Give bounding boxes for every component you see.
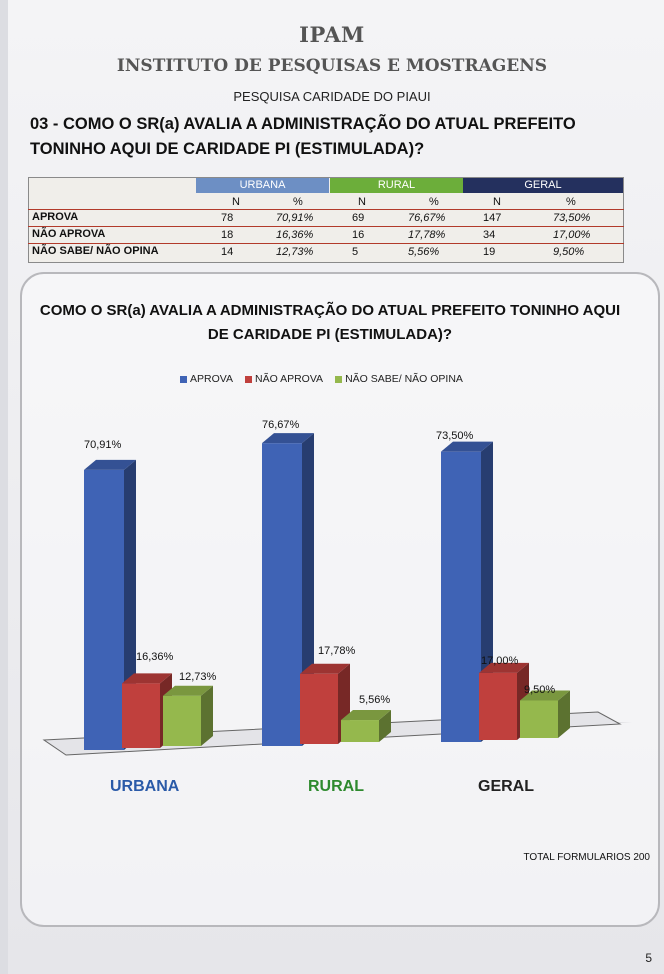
row-label-aprova: APROVA (32, 211, 79, 223)
table-cell: 76,67% (408, 212, 446, 224)
table-cell: 5 (352, 246, 359, 258)
chart-frame (20, 272, 660, 927)
table-cell: 18 (221, 229, 234, 241)
org-short-title: IPAM (299, 22, 365, 47)
table-cell: 16 (352, 229, 365, 241)
group-header-geral: GERAL (463, 178, 623, 193)
legend-item-nao-aprova: NÃO APROVA (244, 373, 324, 385)
survey-title: PESQUISA CARIDADE DO PIAUI (233, 89, 431, 104)
table-cell: 70,91% (276, 212, 314, 224)
legend-swatch (335, 375, 343, 383)
legend-label: NÃO APROVA (254, 373, 324, 385)
table-cell: 9,50% (553, 246, 585, 258)
subheader-pct: % (566, 196, 576, 208)
total-forms-label: TOTAL FORMULARIOS 200 (523, 852, 650, 863)
table-cell: 12,73% (276, 246, 314, 258)
question-text: 03 - COMO O SR(a) AVALIA A ADMINISTRAÇÃO… (30, 115, 576, 158)
legend-swatch (180, 375, 187, 383)
table-cell: 16,36% (276, 229, 314, 241)
chart-title: COMO O SR(a) AVALIA A ADMINISTRAÇÃO DO A… (39, 302, 621, 343)
subheader-pct: % (429, 196, 439, 208)
row-divider (28, 243, 624, 244)
subheader-pct: % (293, 196, 303, 208)
table-cell: 69 (352, 212, 365, 224)
group-header-urbana: URBANA (196, 178, 329, 193)
subheader-n: N (358, 196, 366, 208)
org-full-title: INSTITUTO DE PESQUISAS E MOSTRAGENS (116, 56, 548, 76)
table-cell: 73,50% (553, 212, 591, 224)
table-cell: 14 (221, 246, 234, 258)
chart-legend: APROVA NÃO APROVA NÃO SABE/ NÃO OPINA (180, 373, 463, 385)
legend-item-aprova: APROVA (180, 373, 233, 385)
legend-label: APROVA (190, 373, 233, 385)
row-label-nao-aprova: NÃO APROVA (32, 228, 106, 240)
row-label-nao-sabe: NÃO SABE/ NÃO OPINA (32, 245, 159, 257)
subheader-n: N (232, 196, 240, 208)
table-cell: 17,78% (408, 229, 446, 241)
subheader-n: N (493, 196, 501, 208)
table-cell: 5,56% (408, 246, 440, 258)
table-cell: 34 (483, 229, 496, 241)
group-header-rural: RURAL (330, 178, 463, 193)
legend-label: NÃO SABE/ NÃO OPINA (345, 373, 463, 385)
page-number: 5 (645, 951, 652, 965)
row-divider (28, 209, 624, 210)
table-cell: 19 (483, 246, 496, 258)
legend-item-nao-sabe: NÃO SABE/ NÃO OPINA (335, 373, 463, 385)
row-divider (28, 226, 624, 227)
legend-swatch (244, 375, 252, 383)
table-cell: 78 (221, 212, 234, 224)
table-cell: 17,00% (553, 229, 591, 241)
table-cell: 147 (483, 212, 502, 224)
